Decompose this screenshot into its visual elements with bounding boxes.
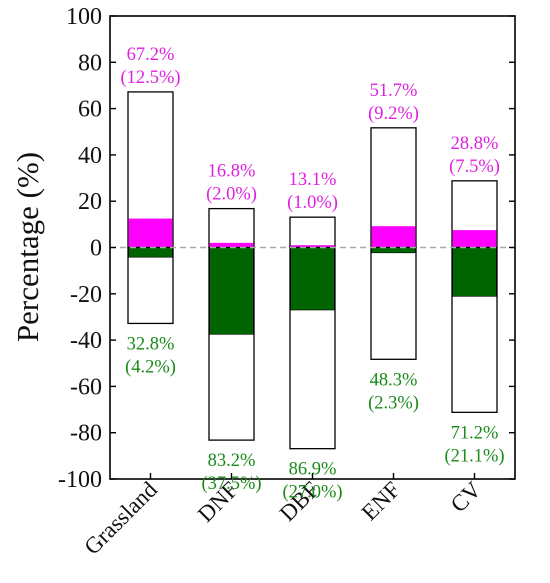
negative-annotation-inner: (27.0%) — [282, 483, 342, 503]
negative-annotation-percent: 32.8% — [127, 334, 175, 354]
positive-annotation-inner: (7.5%) — [449, 157, 500, 177]
y-tick-label: -20 — [70, 282, 102, 308]
bar-negative-total — [370, 246, 417, 360]
negative-annotation-inner: (37.5%) — [201, 474, 261, 494]
bar-positive-inner — [290, 245, 335, 248]
y-tick-label: 100 — [66, 4, 102, 30]
positive-annotation-percent: 28.8% — [451, 134, 499, 154]
positive-annotation-inner: (1.0%) — [287, 193, 338, 213]
negative-annotation-percent: 48.3% — [370, 370, 418, 390]
y-tick-label: 80 — [78, 50, 102, 76]
positive-annotation-percent: 16.8% — [208, 162, 256, 182]
y-tick-label: -60 — [70, 374, 102, 400]
bar-negative-inner — [371, 247, 416, 254]
bar-positive-total — [208, 207, 255, 249]
y-tick-label: 20 — [78, 189, 102, 215]
positive-annotation-percent: 67.2% — [127, 45, 175, 65]
bar-positive-inner — [371, 226, 416, 248]
bar-positive-inner — [452, 230, 497, 248]
positive-annotation-inner: (2.0%) — [206, 185, 257, 205]
negative-annotation-inner: (2.3%) — [368, 393, 419, 413]
negative-annotation-inner: (4.2%) — [125, 357, 176, 377]
bar-negative-inner — [290, 247, 335, 311]
bar-negative-inner — [209, 247, 254, 335]
y-tick-label: -40 — [70, 328, 102, 354]
y-tick-label: 40 — [78, 143, 102, 169]
y-axis-title: Percentage (%) — [10, 152, 45, 342]
y-tick-label: 0 — [90, 236, 102, 262]
positive-annotation-inner: (12.5%) — [120, 68, 180, 88]
positive-annotation-inner: (9.2%) — [368, 104, 419, 124]
y-tick-label: -100 — [58, 467, 102, 493]
negative-annotation-percent: 83.2% — [208, 451, 256, 471]
y-tick-label: 60 — [78, 97, 102, 123]
bar-negative-total — [127, 246, 174, 325]
bar-positive-inner — [209, 242, 254, 248]
bar-negative-inner — [452, 247, 497, 297]
bar-positive-total — [289, 216, 336, 249]
positive-annotation-percent: 51.7% — [370, 81, 418, 101]
bar-positive-inner — [128, 218, 173, 248]
negative-annotation-inner: (21.1%) — [444, 446, 504, 466]
negative-annotation-percent: 71.2% — [451, 423, 499, 443]
negative-annotation-percent: 86.9% — [289, 460, 337, 480]
x-tick-label: CV — [446, 477, 487, 518]
y-tick-label: -80 — [70, 421, 102, 447]
positive-annotation-percent: 13.1% — [289, 170, 337, 190]
bar-negative-inner — [128, 247, 173, 258]
x-tick-label: ENF — [357, 477, 405, 525]
